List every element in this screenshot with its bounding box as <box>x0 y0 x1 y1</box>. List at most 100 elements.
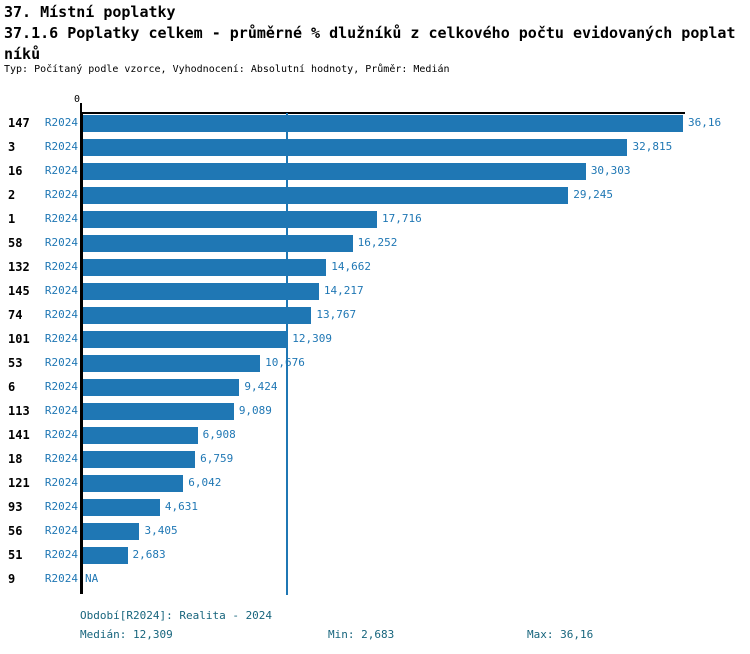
bar-row: 74 R2024 13,767 <box>0 303 750 327</box>
row-period-label: R2024 <box>44 380 78 393</box>
bar-value-label: 3,405 <box>144 524 178 537</box>
y-axis-line <box>80 112 83 594</box>
bar-value-label: 32,815 <box>632 140 673 153</box>
bar <box>83 474 184 492</box>
bar <box>83 402 234 420</box>
row-category-label: 16 <box>8 164 23 178</box>
row-category-label: 147 <box>8 116 30 130</box>
row-period-label: R2024 <box>44 236 78 249</box>
row-category-label: 58 <box>8 236 23 250</box>
bar <box>83 306 312 324</box>
row-period-label: R2024 <box>44 212 78 225</box>
bar <box>83 546 128 564</box>
bar-value-label: 6,042 <box>188 476 222 489</box>
footer-max: Max: 36,16 <box>527 628 594 641</box>
bar-value-label: 9,089 <box>238 404 272 417</box>
bar-row: 56 R2024 3,405 <box>0 519 750 543</box>
row-category-label: 1 <box>8 212 16 226</box>
bar <box>83 210 377 228</box>
footer-min: Min: 2,683 <box>328 628 395 641</box>
row-period-label: R2024 <box>44 140 78 153</box>
bar-row: 1 R2024 17,716 <box>0 207 750 231</box>
row-category-label: 132 <box>8 260 30 274</box>
bar-value-label: 29,245 <box>573 188 613 201</box>
row-category-label: 51 <box>8 548 23 562</box>
bar <box>83 138 628 156</box>
bar-row: 147 R2024 36,16 <box>0 111 750 135</box>
bar-value-label: 2,683 <box>132 548 166 561</box>
row-period-label: R2024 <box>44 452 78 465</box>
bar <box>83 282 319 300</box>
bar-value-label: 4,631 <box>164 500 198 513</box>
row-period-label: R2024 <box>44 548 78 561</box>
row-period-label: R2024 <box>44 164 78 177</box>
bar-row: 16 R2024 30,303 <box>0 159 750 183</box>
bar <box>83 234 353 252</box>
bar-value-label: 6,759 <box>200 452 234 465</box>
row-category-label: 18 <box>8 452 23 466</box>
row-period-label: R2024 <box>44 500 78 513</box>
bar <box>83 186 569 204</box>
report-subtitle-wrap: níků <box>4 45 41 63</box>
row-category-label: 6 <box>8 380 16 394</box>
bar <box>83 522 140 540</box>
bar-row: 2 R2024 29,245 <box>0 183 750 207</box>
row-period-label: R2024 <box>44 404 78 417</box>
row-category-label: 9 <box>8 572 16 586</box>
bar <box>83 498 160 516</box>
row-period-label: R2024 <box>44 572 78 585</box>
row-period-label: R2024 <box>44 476 78 489</box>
bar <box>83 354 261 372</box>
footer-median: Medián: 12,309 <box>80 628 173 641</box>
bar-row: 6 R2024 9,424 <box>0 375 750 399</box>
row-category-label: 93 <box>8 500 23 514</box>
row-category-label: 141 <box>8 428 30 442</box>
bar-row: 93 R2024 4,631 <box>0 495 750 519</box>
bar-row: 113 R2024 9,089 <box>0 399 750 423</box>
bar-value-label: 17,716 <box>381 212 422 225</box>
bar-row: 101 R2024 12,309 <box>0 327 750 351</box>
report-title: 37. Místní poplatky <box>4 3 176 21</box>
row-category-label: 101 <box>8 332 30 346</box>
report-meta: Typ: Počítaný podle vzorce, Vyhodnocení:… <box>4 64 450 75</box>
bar-row: 121 R2024 6,042 <box>0 471 750 495</box>
row-period-label: R2024 <box>44 116 78 129</box>
bar-value-label: 14,662 <box>331 260 372 273</box>
bar-row: 58 R2024 16,252 <box>0 231 750 255</box>
x-axis-zero-label: 0 <box>74 94 81 105</box>
bar <box>83 114 683 132</box>
bar-value-label: 9,424 <box>244 380 278 393</box>
bar-row: 18 R2024 6,759 <box>0 447 750 471</box>
row-category-label: 113 <box>8 404 30 418</box>
bar-row: 141 R2024 6,908 <box>0 423 750 447</box>
row-category-label: 2 <box>8 188 16 202</box>
bar-value-label: 13,767 <box>316 308 357 321</box>
bar-row: 132 R2024 14,662 <box>0 255 750 279</box>
bar <box>83 330 288 348</box>
bar <box>83 162 586 180</box>
bar-value-label: 12,309 <box>292 332 332 345</box>
row-period-label: R2024 <box>44 308 78 321</box>
bar <box>83 378 240 396</box>
bar <box>83 426 198 444</box>
bar-row: 145 R2024 14,217 <box>0 279 750 303</box>
row-category-label: 3 <box>8 140 16 154</box>
row-category-label: 145 <box>8 284 30 298</box>
x-axis-zero-tick <box>80 103 82 113</box>
bar-row: 51 R2024 2,683 <box>0 543 750 567</box>
row-period-label: R2024 <box>44 428 78 441</box>
bar <box>83 450 196 468</box>
row-period-label: R2024 <box>44 332 78 345</box>
bar-row: 53 R2024 10,676 <box>0 351 750 375</box>
bar-row: 3 R2024 32,815 <box>0 135 750 159</box>
row-category-label: 56 <box>8 524 23 538</box>
row-period-label: R2024 <box>44 284 78 297</box>
row-period-label: R2024 <box>44 524 78 537</box>
bar-value-label: 30,303 <box>590 164 631 177</box>
row-category-label: 74 <box>8 308 23 322</box>
bar-value-label: 10,676 <box>265 356 305 369</box>
report-subtitle: 37.1.6 Poplatky celkem - průměrné % dluž… <box>4 24 736 42</box>
bar-value-label: 36,16 <box>688 116 722 129</box>
bar-value-label: NA <box>85 572 99 585</box>
